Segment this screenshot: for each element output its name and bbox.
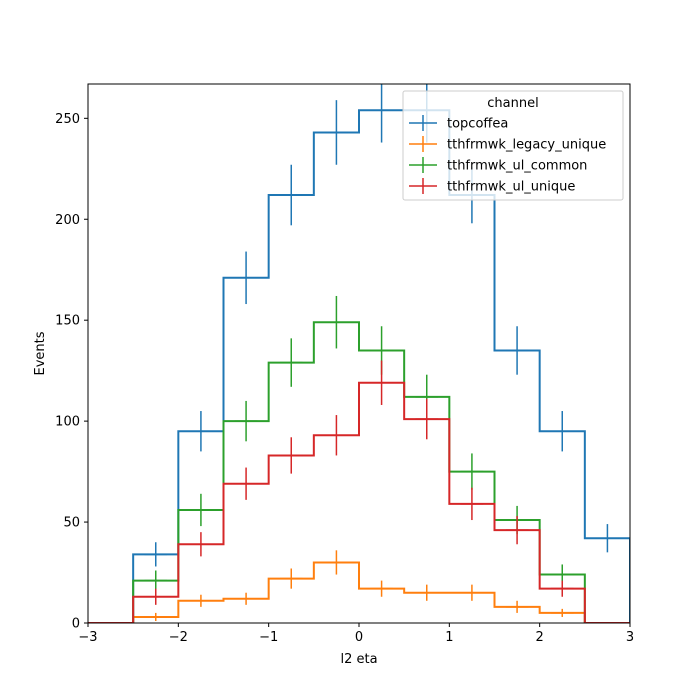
- error-bar: [325, 415, 348, 456]
- step-line-topcoffea: [88, 109, 630, 623]
- error-bar: [550, 608, 574, 617]
- error-bar: [234, 467, 258, 500]
- series-tthfrmwk_ul_unique: [88, 360, 630, 623]
- y-tick-label: 100: [55, 415, 80, 430]
- legend-label: tthfrmwk_ul_unique: [447, 180, 575, 195]
- error-bar: [370, 360, 393, 405]
- series-tthfrmwk_legacy_unique: [88, 550, 630, 623]
- y-tick-label: 150: [55, 314, 80, 329]
- error-bar: [144, 542, 168, 567]
- x-tick-label: −2: [169, 630, 188, 645]
- legend-label: tthfrmwk_legacy_unique: [447, 138, 606, 153]
- error-bar: [596, 524, 619, 553]
- step-line-tthfrmwk_ul_common: [88, 321, 630, 623]
- error-bar: [325, 100, 348, 165]
- error-bar: [234, 400, 258, 442]
- x-tick-label: −3: [78, 630, 97, 645]
- axis-ticks: −3 −2 −1 0 1 2 3 0 50 100 150 200 250: [55, 112, 634, 645]
- error-bar: [279, 568, 303, 589]
- legend-item: topcoffea: [409, 115, 508, 132]
- error-bar: [325, 295, 348, 349]
- error-bar: [415, 584, 439, 601]
- error-bar: [460, 584, 484, 601]
- error-bar: [505, 600, 529, 613]
- error-bar: [279, 338, 303, 387]
- legend-box: [402, 90, 624, 201]
- error-bar: [279, 164, 303, 226]
- step-line-tthfrmwk_ul_unique: [88, 381, 630, 623]
- legend-title: channel: [487, 96, 538, 111]
- error-bar: [505, 516, 529, 545]
- legend-item: tthfrmwk_ul_unique: [409, 178, 575, 195]
- x-tick-label: 1: [445, 630, 453, 645]
- error-bar: [279, 437, 303, 474]
- legend-label: tthfrmwk_ul_common: [447, 159, 587, 174]
- error-bar: [370, 84, 393, 143]
- y-tick-label: 50: [63, 516, 80, 531]
- error-bar: [460, 453, 484, 490]
- error-bar: [189, 411, 213, 452]
- plot-content: [88, 84, 630, 623]
- y-tick-label: 0: [72, 617, 80, 632]
- error-bar: [144, 588, 168, 605]
- error-bar: [415, 398, 439, 440]
- error-bar: [505, 326, 529, 375]
- error-bar: [370, 580, 393, 597]
- legend-item: tthfrmwk_ul_common: [409, 157, 587, 174]
- x-tick-label: 3: [626, 630, 634, 645]
- x-tick-label: 2: [536, 630, 544, 645]
- y-axis-label: Events: [33, 331, 48, 375]
- error-bar: [144, 612, 168, 621]
- error-bar: [550, 411, 574, 452]
- legend-item: tthfrmwk_legacy_unique: [409, 136, 606, 153]
- x-tick-label: −1: [259, 630, 278, 645]
- legend-label: topcoffea: [447, 117, 508, 132]
- error-bar: [189, 493, 213, 527]
- error-bar: [234, 592, 258, 605]
- error-bar: [189, 532, 213, 557]
- x-tick-label: 0: [355, 630, 363, 645]
- error-bar: [460, 487, 484, 521]
- error-bar: [234, 251, 258, 305]
- x-axis-label: l2 eta: [340, 652, 377, 667]
- y-tick-label: 200: [55, 213, 80, 228]
- step-line-tthfrmwk_legacy_unique: [88, 561, 630, 623]
- error-bar: [189, 594, 213, 607]
- legend: channel topcoffea tthfrmwk_legacy_uniquet…: [402, 90, 624, 201]
- error-bar: [325, 550, 348, 575]
- error-bar: [144, 570, 168, 591]
- error-bar: [550, 580, 574, 597]
- y-tick-label: 250: [55, 112, 80, 127]
